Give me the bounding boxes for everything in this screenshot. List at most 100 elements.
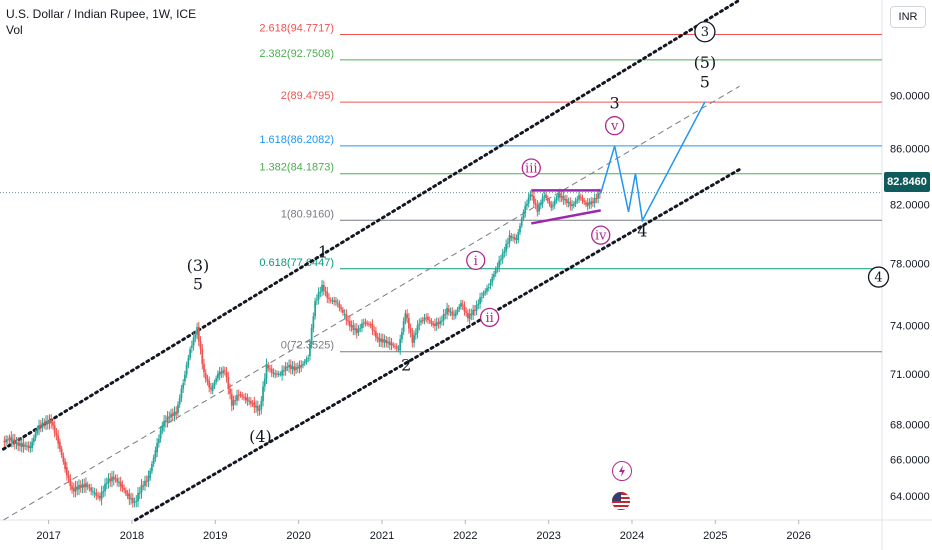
fib-label-2: 2(89.4795) — [281, 90, 334, 102]
candle-body — [369, 324, 372, 326]
y-tick-label-6: 82.0000 — [890, 200, 930, 212]
candle-body — [79, 485, 82, 488]
candle-body — [204, 373, 207, 379]
y-tick-label-3: 71.0000 — [890, 369, 930, 381]
currency-button[interactable]: INR — [890, 6, 926, 28]
candle-body — [187, 357, 190, 366]
candle-body — [230, 393, 233, 406]
wave-circle-7 — [521, 158, 541, 178]
candle-body — [5, 439, 7, 443]
candle-body — [559, 193, 561, 198]
candle-body — [343, 314, 346, 316]
candle-body — [81, 484, 84, 488]
candle-body — [213, 382, 216, 387]
candle-body — [335, 300, 337, 303]
candle-body — [13, 439, 16, 445]
candle-body — [32, 438, 35, 442]
candle-body — [305, 359, 308, 362]
candle-body — [111, 476, 113, 482]
candle-body — [539, 203, 542, 206]
wave-label-0: (3) — [187, 256, 210, 275]
candle-body — [437, 322, 440, 325]
candle-body — [362, 323, 365, 325]
candle-body — [142, 485, 145, 487]
candle-body — [269, 368, 271, 370]
candle-body — [175, 411, 178, 415]
candle-body — [461, 304, 464, 306]
candle-body — [180, 388, 183, 399]
candle-body — [74, 486, 77, 492]
candle-body — [354, 328, 356, 331]
candle-body — [435, 322, 438, 326]
candle-body — [397, 348, 400, 350]
channel-middle-line — [3, 85, 740, 521]
candle-body — [359, 327, 362, 329]
candle-body — [216, 373, 219, 379]
candle-body — [536, 204, 539, 212]
candle-body — [465, 311, 468, 313]
candle-body — [524, 205, 527, 214]
us-flag-icon[interactable] — [612, 492, 630, 510]
x-tick-label-2: 2019 — [203, 530, 227, 542]
candle-body — [225, 372, 228, 378]
candle-body — [140, 484, 143, 493]
candle-body — [307, 357, 310, 360]
candle-body — [15, 442, 18, 445]
candle-body — [76, 486, 79, 490]
candle-body — [447, 308, 450, 312]
candle-body — [206, 379, 209, 382]
candle-body — [470, 313, 473, 316]
candle-body — [562, 196, 565, 201]
wave-label-6: ii — [485, 311, 493, 326]
candle-body — [20, 442, 23, 447]
candle-body — [279, 373, 282, 375]
candle-body — [348, 320, 351, 327]
candle-body — [572, 203, 575, 206]
candle-body — [552, 205, 554, 207]
candle-body — [196, 327, 198, 335]
last-price-badge: 82.8460 — [884, 172, 930, 192]
candle-body — [62, 455, 65, 462]
candle-body — [383, 339, 386, 343]
candle-body — [576, 199, 579, 201]
candle-body — [151, 464, 153, 472]
candle-body — [505, 244, 508, 252]
candle-body — [286, 366, 289, 368]
candle-body — [185, 365, 188, 375]
candle-body — [208, 381, 211, 388]
candle-body — [267, 365, 270, 369]
y-tick-label-8: 90.0000 — [890, 90, 930, 102]
candle-body — [526, 203, 528, 206]
fib-label-7: 0(72.3525) — [281, 340, 334, 352]
candle-body — [402, 320, 405, 332]
candle-body — [17, 442, 20, 446]
candle-body — [515, 238, 518, 240]
lightning-icon[interactable] — [612, 461, 632, 481]
projection-path — [600, 101, 706, 223]
candle-body — [201, 349, 204, 365]
candle-body — [366, 323, 369, 325]
candle-body — [423, 317, 426, 321]
candle-body — [309, 344, 311, 357]
y-tick-label-1: 66.0000 — [890, 455, 930, 467]
candle-body — [83, 484, 86, 488]
candle-body — [91, 491, 94, 493]
candle-body — [553, 200, 556, 206]
x-tick-label-7: 2024 — [620, 530, 644, 542]
candle-body — [197, 326, 200, 342]
candle-body — [409, 328, 412, 333]
candle-body — [124, 490, 127, 494]
candle-body — [184, 374, 186, 382]
candle-body — [223, 370, 226, 372]
candle-body — [406, 314, 409, 319]
candle-body — [527, 196, 530, 204]
candle-body — [432, 323, 435, 326]
candle-body — [190, 345, 193, 348]
candle-body — [161, 425, 164, 431]
candle-body — [550, 203, 553, 209]
candle-body — [434, 323, 436, 327]
symbol-title: U.S. Dollar / Indian Rupee, 1W, ICE — [6, 7, 197, 21]
wave-label-7: iii — [525, 161, 537, 176]
candle-body — [85, 483, 87, 488]
